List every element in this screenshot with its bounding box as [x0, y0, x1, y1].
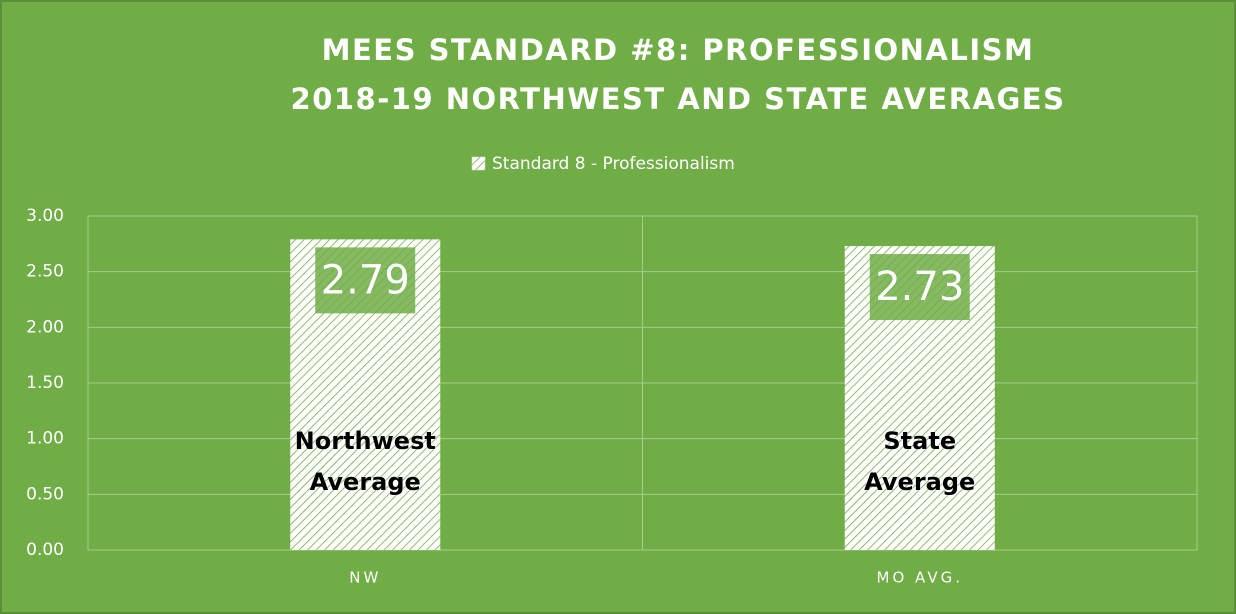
annotation: State: [883, 427, 956, 455]
y-tick-label: 1.50: [26, 373, 64, 393]
legend-swatch: [471, 156, 486, 171]
x-tick-label: NW: [349, 569, 381, 587]
annotation: Northwest: [295, 427, 436, 455]
data-label: 2.79: [321, 257, 410, 303]
y-tick-label: 0.00: [26, 540, 64, 560]
chart-title: 2018-19 NORTHWEST AND STATE AVERAGES: [291, 82, 1066, 116]
y-tick-label: 2.00: [26, 317, 64, 337]
y-tick-label: 0.50: [26, 484, 64, 504]
data-label-box: [315, 247, 416, 314]
legend-label: Standard 8 - Professionalism: [492, 154, 735, 174]
data-label-box: [869, 254, 970, 321]
y-tick-label: 1.00: [26, 429, 64, 449]
annotation: Average: [864, 468, 975, 496]
x-tick-label: MO AVG.: [877, 569, 963, 587]
data-label: 2.73: [875, 264, 964, 310]
chart-title: MEES STANDARD #8: PROFESSIONALISM: [322, 33, 1035, 67]
y-tick-label: 2.50: [26, 262, 64, 282]
y-tick-label: 3.00: [26, 206, 64, 226]
annotation: Average: [310, 468, 421, 496]
